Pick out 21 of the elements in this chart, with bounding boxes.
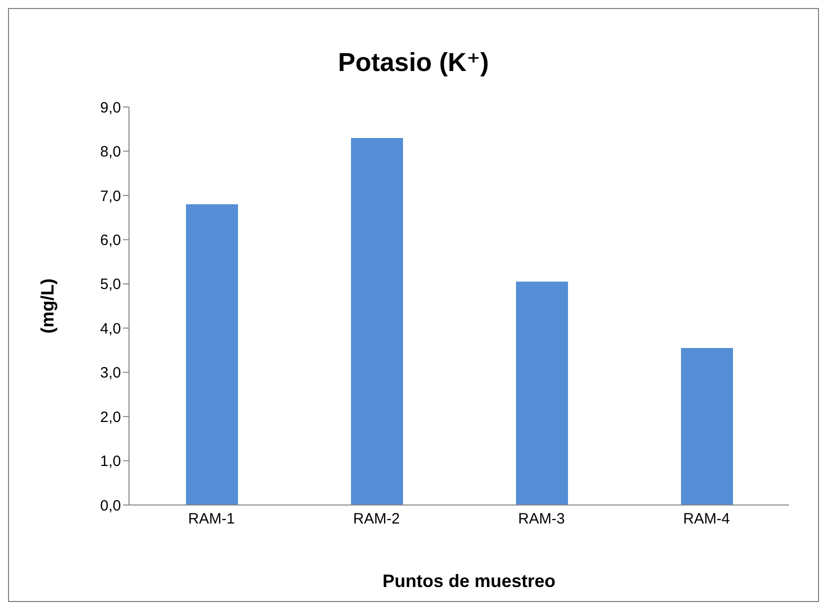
bar (681, 348, 733, 505)
x-tick-label: RAM-3 (518, 510, 565, 528)
x-tick-label: RAM-1 (188, 510, 235, 528)
bar (351, 138, 403, 505)
bar (516, 282, 568, 505)
x-tick-label: RAM-4 (683, 510, 730, 528)
y-tick-label: 8,0 (100, 144, 121, 161)
y-axis-title: (mg/L) (37, 278, 58, 334)
y-tick-label: 3,0 (100, 364, 121, 382)
y-tick-label: 2,0 (100, 408, 121, 426)
bar (186, 204, 238, 505)
x-axis-title: Puntos de muestreo (381, 571, 557, 592)
x-tick-label: RAM-2 (353, 510, 400, 528)
chart-title: Potasio (K⁺) (337, 47, 490, 78)
y-tick-label: 7,0 (100, 188, 121, 205)
y-tick-label: 0,0 (100, 497, 121, 514)
y-tick-label: 6,0 (100, 232, 121, 249)
y-tick-label: 4,0 (100, 320, 121, 338)
y-tick-label: 1,0 (100, 453, 121, 470)
y-tick-label: 9,0 (100, 99, 121, 116)
y-tick-label: 5,0 (100, 276, 121, 294)
